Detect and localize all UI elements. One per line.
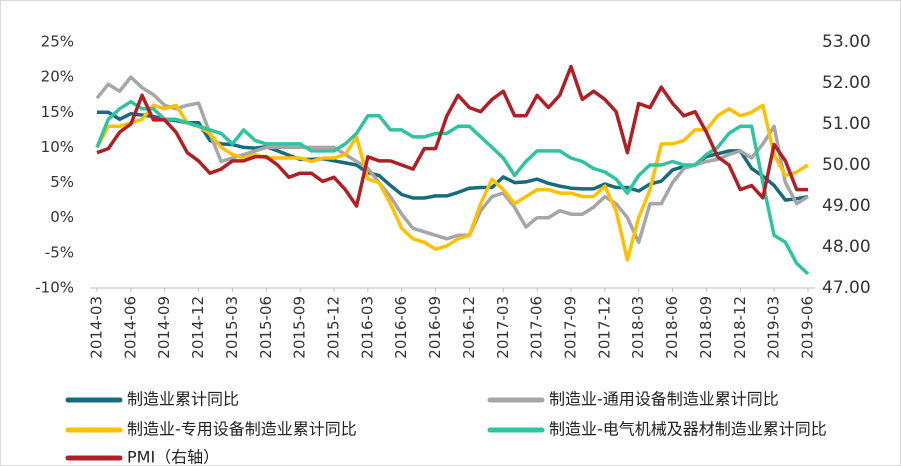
y-tick-label: 0% (50, 208, 74, 226)
y-tick-label: 10% (41, 138, 74, 156)
x-tick-label: 2019-03 (765, 296, 783, 359)
y2-tick-label: 51.00 (822, 114, 871, 134)
x-tick-label: 2018-06 (663, 296, 681, 359)
x-tick-label: 2014-09 (155, 296, 173, 359)
y2-tick-label: 50.00 (822, 155, 871, 175)
legend-label: 制造业-专用设备制造业累计同比 (127, 420, 357, 439)
x-tick-label: 2014-06 (121, 296, 139, 359)
y2-tick-label: 53.00 (822, 32, 871, 52)
y-tick-label: 5% (50, 173, 74, 191)
x-tick-label: 2016-06 (392, 296, 410, 359)
x-tick-label: 2017-03 (494, 296, 512, 359)
y-tick-label: 20% (41, 68, 74, 86)
y2-tick-label: 52.00 (822, 73, 871, 93)
y2-tick-label: 48.00 (822, 237, 871, 257)
series-line (95, 99, 810, 276)
x-tick-label: 2018-12 (731, 296, 749, 359)
x-tick-label: 2015-03 (223, 296, 241, 359)
y-tick-label: -10% (35, 279, 74, 297)
x-tick-label: 2018-03 (629, 296, 647, 359)
y2-tick-label: 49.00 (822, 196, 871, 216)
legend-label: 制造业-电气机械及器材制造业累计同比 (549, 420, 827, 439)
x-tick-label: 2017-12 (595, 296, 613, 359)
x-tick-label: 2019-06 (799, 296, 817, 359)
x-tick-label: 2016-03 (358, 296, 376, 359)
y2-tick-label: 47.00 (822, 278, 871, 298)
x-tick-label: 2017-09 (562, 296, 580, 359)
x-tick-label: 2015-09 (291, 296, 309, 359)
legend-label: PMI（右轴） (127, 448, 219, 466)
legend-label: 制造业-通用设备制造业累计同比 (549, 390, 779, 409)
x-tick-label: 2018-09 (697, 296, 715, 359)
x-tick-label: 2014-12 (189, 296, 207, 359)
x-tick-label: 2015-12 (325, 296, 343, 359)
x-tick-label: 2016-12 (460, 296, 478, 359)
series-line (96, 64, 808, 208)
y-tick-label: 15% (41, 103, 74, 121)
series-line (95, 103, 809, 262)
x-tick-label: 2016-09 (426, 296, 444, 359)
x-tick-label: 2017-06 (528, 296, 546, 359)
y-tick-label: 25% (41, 33, 74, 51)
legend-label: 制造业累计同比 (127, 390, 239, 409)
x-tick-label: 2015-06 (257, 296, 275, 359)
x-tick-label: 2014-03 (88, 296, 106, 359)
y-tick-label: -5% (45, 243, 74, 261)
